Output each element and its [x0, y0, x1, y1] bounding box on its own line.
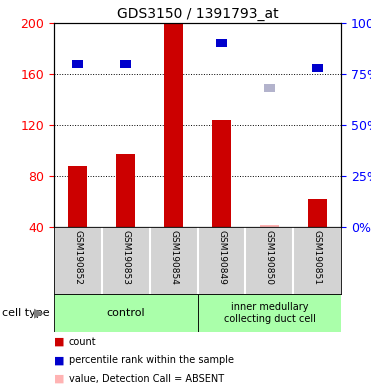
FancyBboxPatch shape	[54, 294, 197, 332]
Title: GDS3150 / 1391793_at: GDS3150 / 1391793_at	[117, 7, 278, 21]
Text: GSM190853: GSM190853	[121, 230, 130, 285]
Bar	[308, 199, 327, 227]
Text: control: control	[106, 308, 145, 318]
Bar	[168, 13, 179, 21]
Text: GSM190851: GSM190851	[313, 230, 322, 285]
Text: percentile rank within the sample: percentile rank within the sample	[69, 355, 234, 365]
Text: GSM190854: GSM190854	[169, 230, 178, 285]
Bar	[116, 154, 135, 227]
Text: ■: ■	[54, 374, 64, 384]
Text: value, Detection Call = ABSENT: value, Detection Call = ABSENT	[69, 374, 224, 384]
Text: GSM190850: GSM190850	[265, 230, 274, 285]
Text: GSM190852: GSM190852	[73, 230, 82, 285]
Text: inner medullary
collecting duct cell: inner medullary collecting duct cell	[223, 302, 315, 324]
FancyBboxPatch shape	[197, 294, 341, 332]
Text: count: count	[69, 337, 96, 347]
Text: ■: ■	[54, 337, 64, 347]
Bar	[212, 120, 231, 227]
Bar	[264, 84, 275, 92]
Text: ▶: ▶	[34, 306, 44, 319]
Text: GSM190849: GSM190849	[217, 230, 226, 285]
Text: ■: ■	[54, 355, 64, 365]
Bar	[68, 166, 87, 227]
Bar	[216, 39, 227, 48]
Bar	[260, 225, 279, 227]
Bar	[312, 64, 323, 72]
Text: cell type: cell type	[2, 308, 49, 318]
Bar	[72, 60, 83, 68]
Bar	[121, 60, 131, 68]
Bar	[164, 23, 183, 227]
